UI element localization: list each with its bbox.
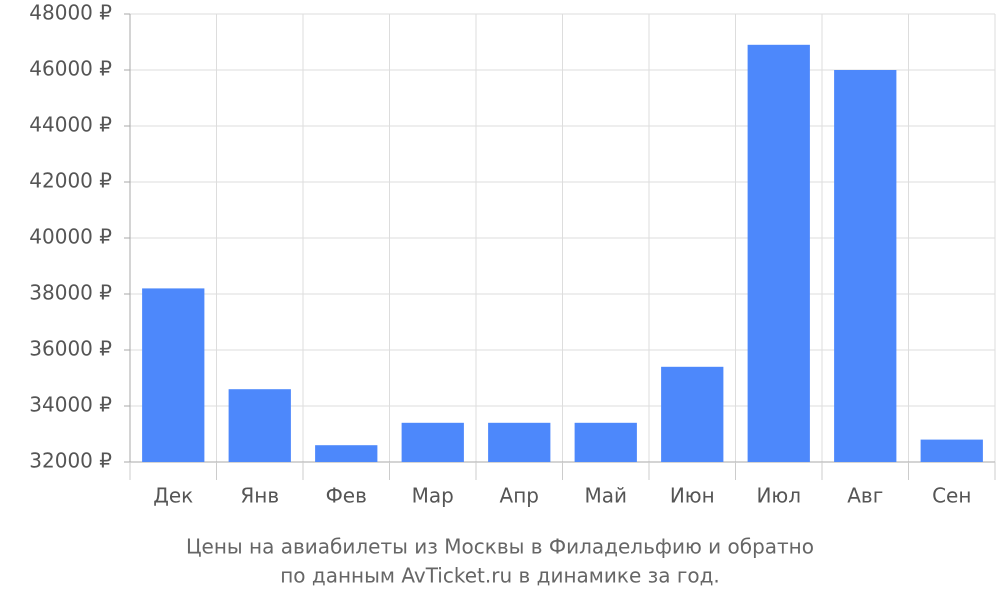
y-tick-label: 40000 ₽ bbox=[29, 225, 112, 249]
chart-subtitle: по данным AvTicket.ru в динамике за год. bbox=[280, 564, 720, 588]
x-tick-label: Дек bbox=[153, 484, 193, 508]
y-tick-label: 42000 ₽ bbox=[29, 169, 112, 193]
bar bbox=[920, 439, 983, 462]
bar bbox=[401, 422, 464, 462]
x-tick-label: Мар bbox=[412, 484, 454, 508]
x-tick-label: Апр bbox=[500, 484, 539, 508]
bar bbox=[574, 422, 637, 462]
y-tick-label: 46000 ₽ bbox=[29, 57, 112, 81]
x-tick-label: Май bbox=[584, 484, 627, 508]
y-tick-label: 32000 ₽ bbox=[29, 449, 112, 473]
bar bbox=[834, 70, 897, 462]
y-tick-label: 48000 ₽ bbox=[29, 1, 112, 25]
bar bbox=[315, 445, 378, 462]
bar bbox=[488, 422, 551, 462]
bar bbox=[142, 288, 205, 462]
y-tick-label: 38000 ₽ bbox=[29, 281, 112, 305]
bar bbox=[747, 44, 810, 463]
chart-title: Цены на авиабилеты из Москвы в Филадельф… bbox=[186, 535, 814, 559]
x-tick-label: Авг bbox=[847, 484, 883, 508]
x-tick-label: Сен bbox=[932, 484, 971, 508]
y-tick-label: 34000 ₽ bbox=[29, 393, 112, 417]
bar bbox=[228, 389, 291, 462]
x-tick-label: Янв bbox=[240, 484, 279, 508]
y-tick-label: 44000 ₽ bbox=[29, 113, 112, 137]
x-tick-label: Июн bbox=[670, 484, 715, 508]
x-tick-label: Фев bbox=[326, 484, 367, 508]
y-tick-label: 36000 ₽ bbox=[29, 337, 112, 361]
bar bbox=[661, 366, 724, 462]
x-tick-label: Июл bbox=[756, 484, 801, 508]
